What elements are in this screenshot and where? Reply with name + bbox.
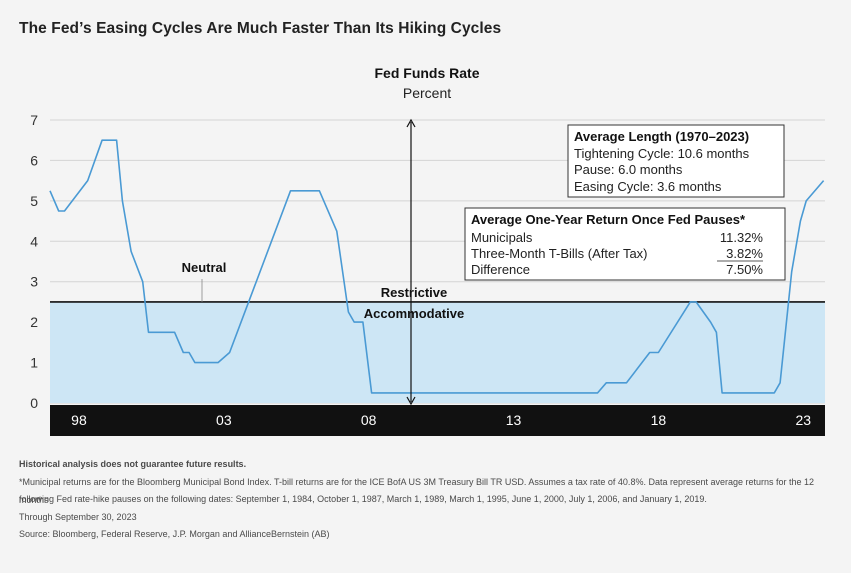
x-tick-label: 98 <box>71 412 87 428</box>
y-tick-label: 1 <box>30 355 38 371</box>
y-tick-label: 2 <box>30 314 38 330</box>
average-length-line: Tightening Cycle: 10.6 months <box>574 146 750 161</box>
x-tick-label: 03 <box>216 412 232 428</box>
double-arrow-icon <box>406 118 416 406</box>
arrow-head-up <box>406 118 416 128</box>
footnote: *Municipal returns are for the Bloomberg… <box>19 477 815 505</box>
x-tick-label: 23 <box>795 412 811 428</box>
y-tick-label: 7 <box>30 112 38 128</box>
return-row-value: 11.32% <box>720 230 764 245</box>
return-row-label: Difference <box>471 262 530 277</box>
average-return-heading: Average One-Year Return Once Fed Pauses* <box>471 212 746 227</box>
through-date: Through September 30, 2023 <box>19 512 137 522</box>
average-length-heading: Average Length (1970–2023) <box>574 129 749 144</box>
y-axis-ticks: 0 1 2 3 4 5 6 7 <box>30 112 38 411</box>
y-tick-label: 0 <box>30 395 38 411</box>
y-tick-label: 5 <box>30 193 38 209</box>
x-axis-band <box>50 405 825 436</box>
average-length-box: Average Length (1970–2023) Tightening Cy… <box>567 124 785 198</box>
page-title: The Fed’s Easing Cycles Are Much Faster … <box>19 20 502 37</box>
y-tick-label: 3 <box>30 274 38 290</box>
average-length-line: Easing Cycle: 3.6 months <box>574 179 722 194</box>
return-row-value: 7.50% <box>726 262 763 277</box>
x-tick-label: 18 <box>651 412 667 428</box>
y-tick-label: 4 <box>30 233 38 249</box>
accommodative-band <box>50 301 825 403</box>
average-length-line: Pause: 6.0 months <box>574 162 683 177</box>
footnote: following Fed rate-hike pauses on the fo… <box>19 494 707 504</box>
neutral-label: Neutral <box>182 260 227 275</box>
y-tick-label: 6 <box>30 152 38 168</box>
return-row-value: 3.82% <box>726 246 763 261</box>
average-return-box: Average One-Year Return Once Fed Pauses*… <box>464 207 786 281</box>
chart-title: Fed Funds Rate <box>374 65 479 81</box>
restrictive-label: Restrictive <box>381 285 447 300</box>
accommodative-label: Accommodative <box>364 306 464 321</box>
source-note: Source: Bloomberg, Federal Reserve, J.P.… <box>19 529 330 539</box>
return-row-label: Three-Month T-Bills (After Tax) <box>471 246 648 261</box>
x-tick-label: 13 <box>506 412 522 428</box>
arrow-head-down <box>406 396 416 406</box>
fed-funds-rate-line <box>49 139 825 394</box>
x-tick-label: 08 <box>361 412 377 428</box>
chart-subtitle: Percent <box>403 85 451 101</box>
x-axis-ticks: 98 03 08 13 18 23 <box>71 412 811 428</box>
return-row-label: Municipals <box>471 230 533 245</box>
disclaimer: Historical analysis does not guarantee f… <box>19 459 247 469</box>
